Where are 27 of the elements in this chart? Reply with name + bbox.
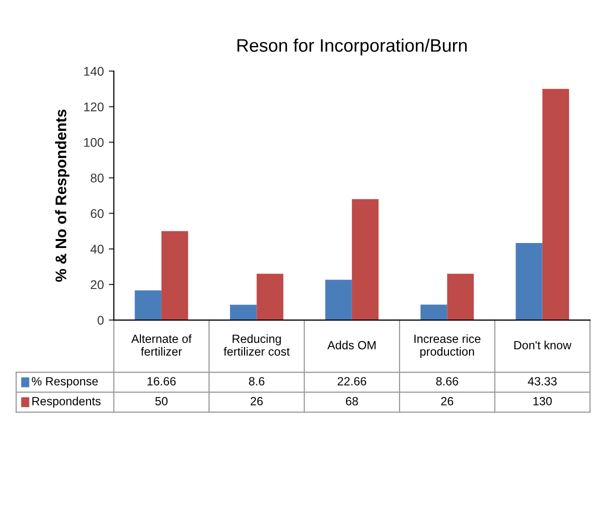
data-label: 22.66	[338, 377, 366, 386]
x-tick-label: Don't know	[514, 340, 572, 350]
y-tick-label: 40	[90, 244, 104, 254]
x-tick-label: Increase rice production	[414, 334, 480, 358]
data-label: 26	[441, 396, 454, 406]
y-axis-title: % & No of Respondents	[55, 110, 70, 282]
data-label: 68	[346, 396, 358, 406]
y-tick-label: 0	[98, 316, 104, 325]
y-tick-label: 120	[84, 102, 104, 112]
y-tick-label: 80	[90, 174, 104, 182]
legend-label: Respondents	[32, 396, 101, 408]
y-tick-label: 140	[84, 66, 104, 76]
y-tick-label: 100	[84, 138, 104, 147]
data-label: 50	[155, 396, 168, 406]
data-label: 26	[250, 396, 263, 406]
data-label: 8.6	[248, 377, 264, 386]
x-tick-label: Alternate of fertilizer	[131, 334, 192, 356]
data-label: 16.66	[148, 377, 176, 386]
x-tick-label: Adds OM	[327, 340, 376, 350]
chart-title: Reson for Incorporation/Burn	[237, 38, 467, 56]
data-label: 43.33	[528, 377, 557, 386]
y-tick-label: 20	[90, 280, 104, 290]
data-label: 130	[533, 396, 552, 406]
data-label: 8.66	[436, 377, 458, 386]
y-tick-label: 60	[90, 209, 104, 218]
legend-label: % Response	[32, 377, 98, 388]
x-tick-label: Reducing fertilizer cost	[224, 334, 290, 356]
